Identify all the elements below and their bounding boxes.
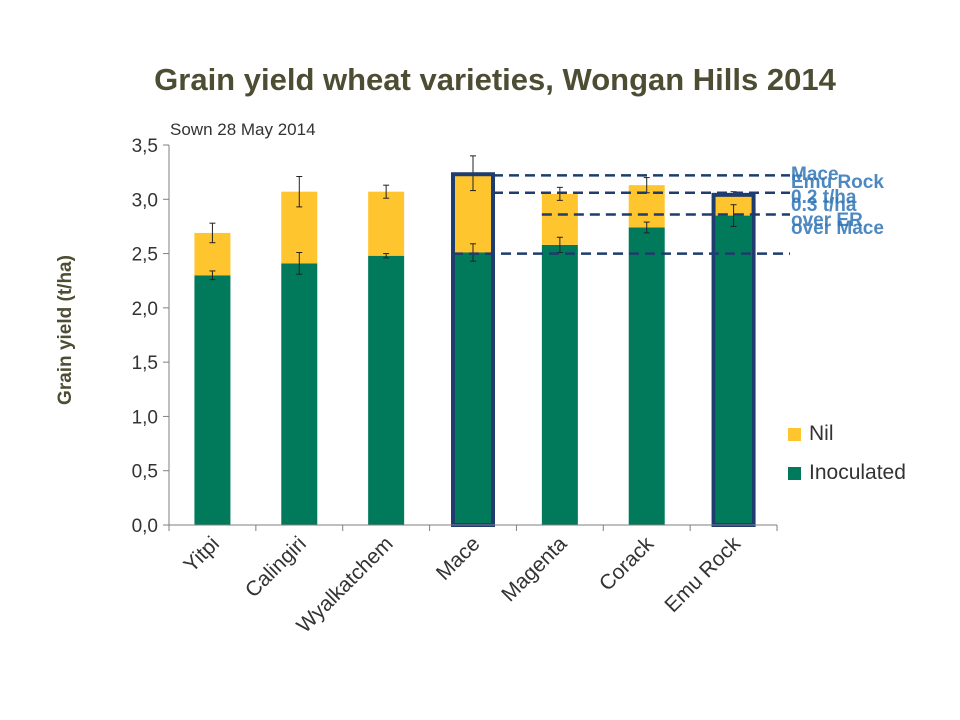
legend-item-nil: Nil	[788, 422, 834, 446]
legend-item-inoculated: Inoculated	[788, 461, 906, 485]
annotation-emu-rock-line-3: over Mace	[791, 218, 884, 239]
annotation-mace-line-1: Mace	[791, 164, 839, 185]
bar-inoculated	[628, 227, 665, 525]
chart-title: Grain yield wheat varieties, Wongan Hill…	[154, 62, 836, 97]
bar-nil	[541, 193, 578, 245]
chart-subtitle: Sown 28 May 2014	[170, 120, 316, 139]
y-tick-label: 0,0	[132, 516, 158, 537]
annotation-mace-line-3: over ER	[791, 210, 863, 231]
legend-label-inoculated: Inoculated	[809, 461, 906, 484]
x-category-label: Corack	[595, 532, 659, 596]
x-category-label: Yitpi	[179, 532, 224, 577]
legend-label-nil: Nil	[809, 422, 834, 445]
y-tick-label: 2,0	[132, 299, 158, 320]
y-tick-label: 3,5	[132, 136, 158, 157]
y-tick-label: 1,0	[132, 407, 158, 428]
x-category-label: Mace	[432, 532, 485, 585]
bar-inoculated	[281, 263, 318, 525]
annotation-mace-line-2: 0.2 t/ha	[791, 187, 857, 208]
annotation-emu-rock: Emu Rock 0.3 t/ha over Mace	[791, 171, 884, 240]
y-tick-label: 2,5	[132, 245, 158, 266]
bar-inoculated	[715, 215, 752, 526]
annotation-emu-rock-line-1: Emu Rock	[791, 172, 884, 193]
annotation-emu-rock-line-2: 0.3 t/ha	[791, 195, 857, 216]
legend-swatch-inoculated	[788, 466, 801, 480]
bar-inoculated	[194, 275, 231, 525]
x-category-label: Calingiri	[241, 532, 311, 602]
bar-inoculated	[368, 255, 405, 525]
x-category-label: Magenta	[497, 532, 571, 606]
y-tick-label: 0,5	[132, 462, 158, 483]
bar-inoculated	[455, 252, 491, 525]
y-tick-label: 3,0	[132, 190, 158, 211]
annotation-mace: Mace 0.2 t/ha over ER	[791, 163, 863, 232]
y-tick-label: 1,5	[132, 353, 158, 374]
bar-nil	[368, 191, 405, 256]
bar-inoculated	[541, 244, 578, 525]
x-category-label: Emu Rock	[660, 532, 745, 617]
legend-swatch-nil	[788, 427, 801, 441]
